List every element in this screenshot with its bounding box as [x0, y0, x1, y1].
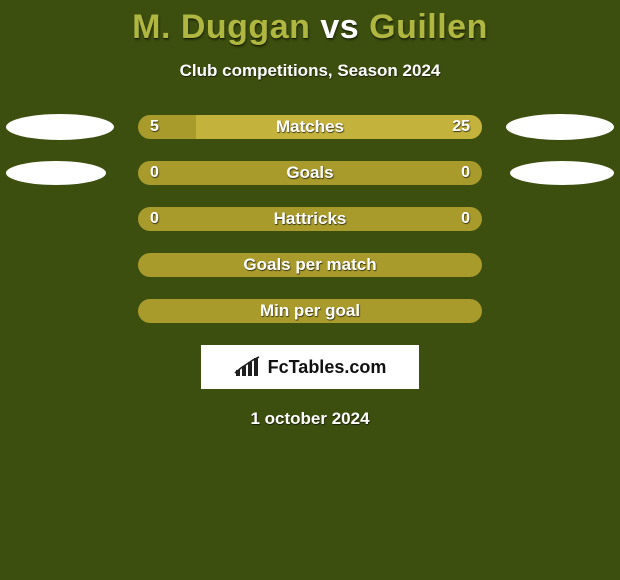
stat-row: Hattricks0 0	[0, 207, 620, 231]
stat-value-left: 5	[150, 115, 159, 139]
stat-bar: Goals per match	[138, 253, 482, 277]
comparison-card: M. Duggan vs Guillen Club competitions, …	[0, 0, 620, 580]
player1-name: M. Duggan	[132, 8, 310, 46]
stat-label: Goals per match	[138, 253, 482, 277]
stat-value-left: 0	[150, 207, 159, 231]
stat-row: Goals0 0	[0, 161, 620, 185]
player1-badge	[6, 114, 114, 140]
player2-name: Guillen	[369, 8, 488, 46]
stat-value-left: 0	[150, 161, 159, 185]
stat-label: Hattricks	[138, 207, 482, 231]
stat-row: Goals per match	[0, 253, 620, 277]
stat-bar: Hattricks	[138, 207, 482, 231]
stat-label: Goals	[138, 161, 482, 185]
stat-row: Min per goal	[0, 299, 620, 323]
stat-bar: Matches	[138, 115, 482, 139]
bar-chart-icon	[234, 356, 262, 378]
stat-label: Matches	[138, 115, 482, 139]
player1-badge	[6, 161, 106, 185]
stat-rows: Matches525Goals00Hattricks00Goals per ma…	[0, 115, 620, 323]
stat-value-right: 25	[452, 115, 470, 139]
stat-bar: Min per goal	[138, 299, 482, 323]
subtitle: Club competitions, Season 2024	[0, 61, 620, 81]
player2-badge	[510, 161, 614, 185]
stat-bar: Goals	[138, 161, 482, 185]
stat-row: Matches5 25	[0, 115, 620, 139]
date-text: 1 october 2024	[0, 409, 620, 429]
vs-text: vs	[320, 8, 359, 46]
page-title: M. Duggan vs Guillen	[0, 8, 620, 47]
logo-text: FcTables.com	[268, 357, 387, 378]
stat-value-right: 0	[461, 207, 470, 231]
stat-value-right: 0	[461, 161, 470, 185]
stat-label: Min per goal	[138, 299, 482, 323]
logo-box: FcTables.com	[201, 345, 419, 389]
player2-badge	[506, 114, 614, 140]
